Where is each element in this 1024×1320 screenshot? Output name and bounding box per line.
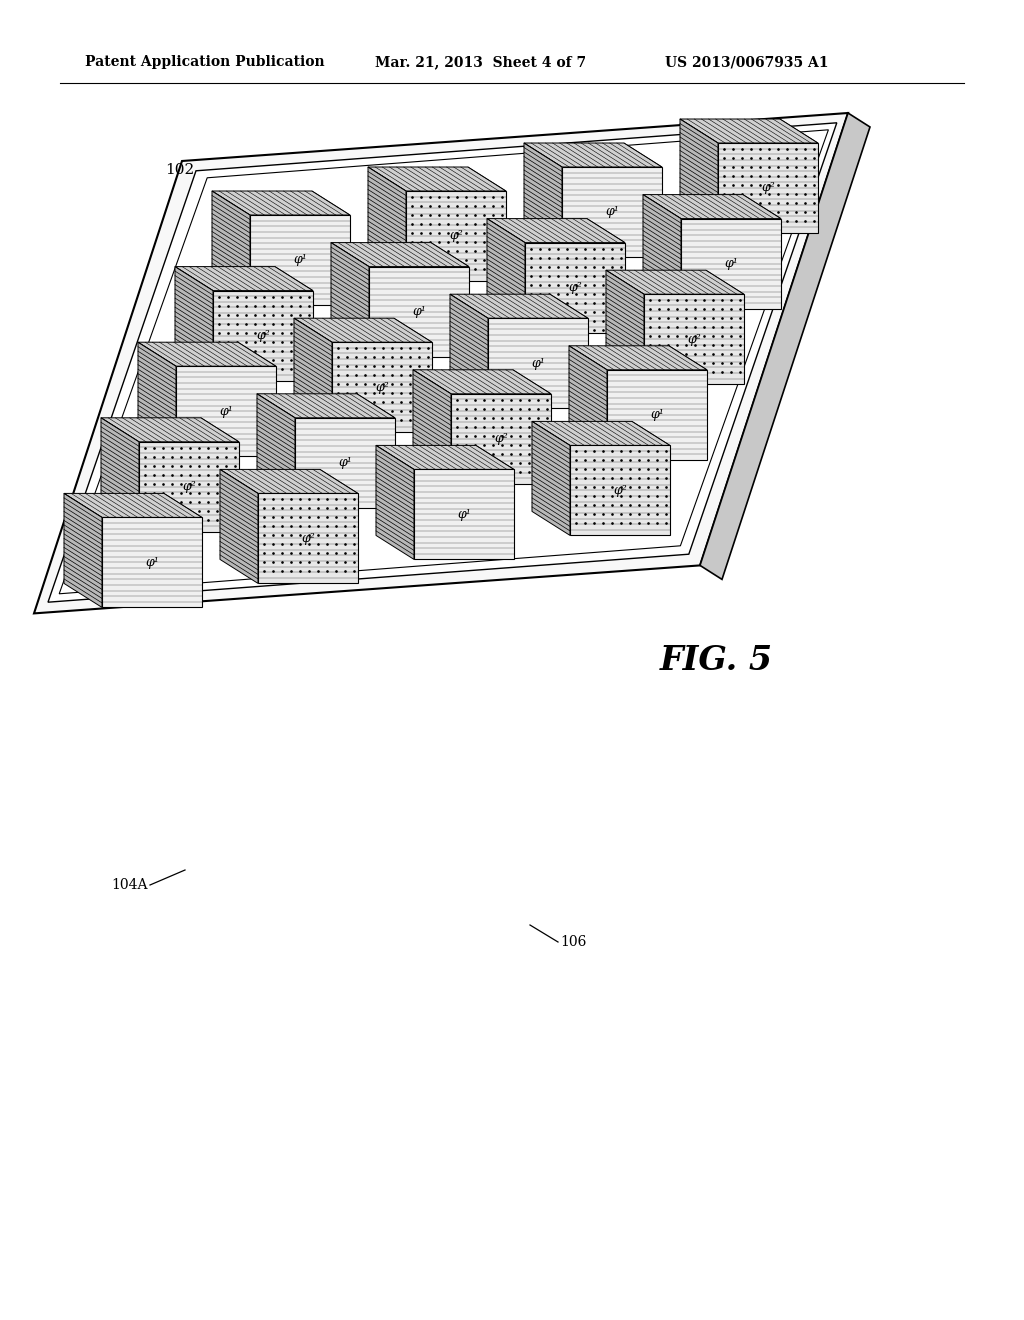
Polygon shape: [369, 267, 469, 356]
Text: φ²: φ²: [568, 281, 582, 294]
Polygon shape: [102, 517, 202, 607]
Polygon shape: [176, 366, 276, 457]
Polygon shape: [606, 271, 644, 384]
Polygon shape: [295, 418, 395, 508]
Text: φ²: φ²: [687, 333, 700, 346]
Polygon shape: [570, 445, 670, 536]
Polygon shape: [524, 143, 662, 168]
Text: φ¹: φ¹: [650, 408, 664, 421]
Polygon shape: [212, 191, 350, 215]
Text: FIG. 5: FIG. 5: [660, 644, 773, 676]
Polygon shape: [213, 290, 313, 380]
Polygon shape: [294, 318, 332, 432]
Text: φ²: φ²: [182, 480, 196, 494]
Polygon shape: [63, 494, 102, 607]
Polygon shape: [450, 294, 488, 408]
Text: φ²: φ²: [450, 230, 463, 243]
Polygon shape: [48, 123, 837, 602]
Polygon shape: [139, 442, 239, 532]
Polygon shape: [643, 194, 781, 219]
Polygon shape: [718, 143, 818, 234]
Polygon shape: [175, 267, 313, 290]
Polygon shape: [525, 243, 625, 333]
Polygon shape: [368, 168, 406, 281]
Polygon shape: [406, 191, 506, 281]
Text: Mar. 21, 2013  Sheet 4 of 7: Mar. 21, 2013 Sheet 4 of 7: [375, 55, 586, 69]
Polygon shape: [413, 370, 451, 484]
Polygon shape: [414, 470, 514, 560]
Text: US 2013/0067935 A1: US 2013/0067935 A1: [665, 55, 828, 69]
Polygon shape: [257, 393, 395, 418]
Polygon shape: [562, 168, 662, 257]
Text: φ¹: φ¹: [531, 356, 545, 370]
Polygon shape: [644, 294, 744, 384]
Text: φ²: φ²: [301, 532, 314, 545]
Polygon shape: [294, 318, 432, 342]
Text: φ¹: φ¹: [457, 508, 471, 521]
Text: 104B: 104B: [112, 422, 148, 437]
Polygon shape: [680, 119, 818, 143]
Text: φ²: φ²: [613, 484, 627, 496]
Text: φ¹: φ¹: [412, 305, 426, 318]
Text: φ²: φ²: [761, 181, 775, 194]
Text: φ¹: φ¹: [293, 253, 307, 267]
Polygon shape: [257, 393, 295, 508]
Polygon shape: [450, 294, 588, 318]
Polygon shape: [332, 342, 432, 432]
Polygon shape: [138, 342, 276, 366]
Polygon shape: [700, 114, 870, 579]
Text: 104A: 104A: [112, 878, 148, 892]
Text: Patent Application Publication: Patent Application Publication: [85, 55, 325, 69]
Polygon shape: [643, 194, 681, 309]
Polygon shape: [220, 470, 358, 494]
Polygon shape: [488, 318, 588, 408]
Polygon shape: [451, 393, 551, 484]
Polygon shape: [175, 267, 213, 380]
Polygon shape: [63, 494, 202, 517]
Polygon shape: [376, 445, 514, 470]
Polygon shape: [59, 129, 828, 594]
Polygon shape: [376, 445, 414, 560]
Polygon shape: [569, 346, 607, 459]
Polygon shape: [258, 494, 358, 583]
Text: 122: 122: [648, 360, 675, 375]
Polygon shape: [101, 418, 139, 532]
Polygon shape: [331, 243, 469, 267]
Polygon shape: [34, 114, 848, 614]
Polygon shape: [681, 219, 781, 309]
Text: φ¹: φ¹: [338, 457, 352, 470]
Polygon shape: [487, 219, 625, 243]
Text: φ²: φ²: [375, 380, 389, 393]
Polygon shape: [138, 342, 176, 457]
Polygon shape: [368, 168, 506, 191]
Polygon shape: [212, 191, 250, 305]
Polygon shape: [101, 418, 239, 442]
Polygon shape: [569, 346, 707, 370]
Polygon shape: [532, 421, 670, 445]
Text: φ¹: φ¹: [145, 556, 159, 569]
Text: φ¹: φ¹: [605, 206, 618, 219]
Text: φ²: φ²: [495, 433, 508, 445]
Polygon shape: [606, 271, 744, 294]
Text: 106: 106: [560, 935, 587, 949]
Polygon shape: [487, 219, 525, 333]
Text: φ¹: φ¹: [724, 257, 738, 271]
Polygon shape: [532, 421, 570, 536]
Polygon shape: [331, 243, 369, 356]
Polygon shape: [607, 370, 707, 459]
Text: φ¹: φ¹: [219, 405, 232, 417]
Polygon shape: [220, 470, 258, 583]
Text: 102: 102: [165, 162, 195, 177]
Polygon shape: [413, 370, 551, 393]
Polygon shape: [680, 119, 718, 234]
Polygon shape: [524, 143, 562, 257]
Text: φ²: φ²: [256, 329, 270, 342]
Polygon shape: [250, 215, 350, 305]
